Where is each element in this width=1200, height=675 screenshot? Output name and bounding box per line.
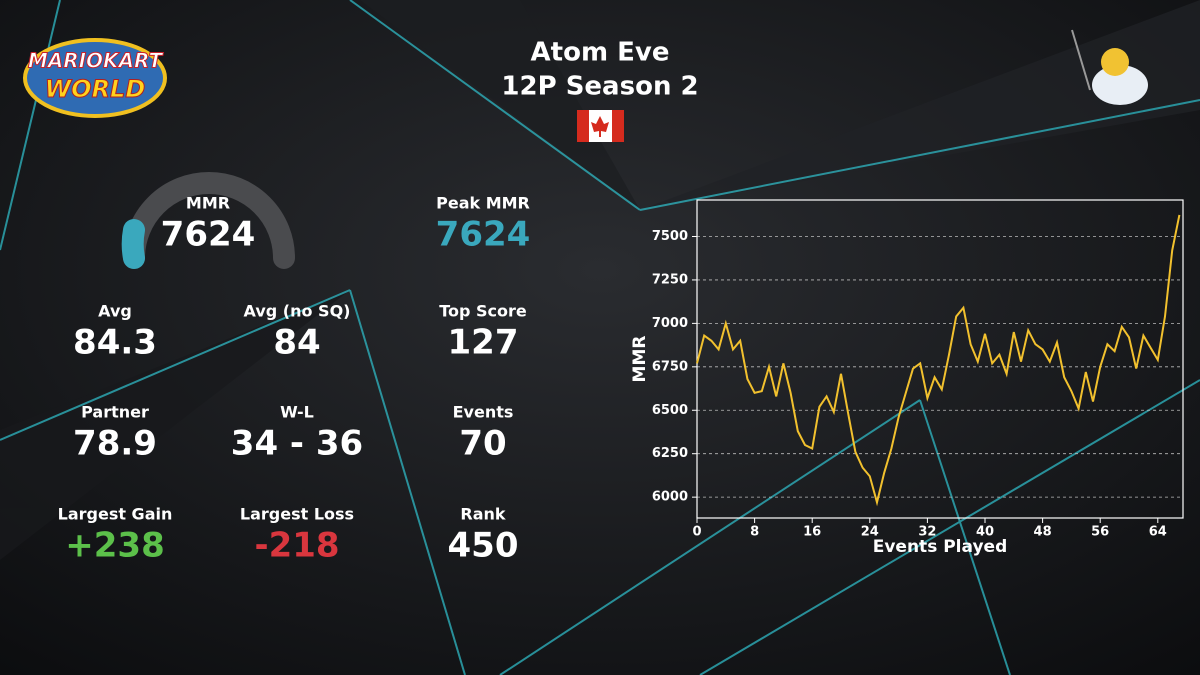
x-tick-label: 40	[976, 525, 994, 540]
y-tick-label: 6000	[652, 490, 688, 505]
player-name: Atom Eve	[531, 38, 670, 68]
stat-label: Rank	[460, 505, 506, 524]
gauge-fill	[121, 219, 145, 269]
y-tick-label: 6750	[652, 359, 688, 374]
stat-value: -218	[254, 526, 339, 566]
stat-value: 34 - 36	[231, 424, 363, 464]
x-tick-label: 16	[803, 525, 821, 540]
x-tick-label: 8	[750, 525, 759, 540]
y-tick-label: 7000	[652, 316, 688, 331]
plot-frame	[696, 199, 1184, 519]
stat-value: 78.9	[73, 424, 157, 464]
stat-label: Largest Loss	[240, 505, 354, 524]
stat-label: Largest Gain	[58, 505, 173, 524]
stat-label: Avg	[98, 302, 132, 321]
stat-label: Top Score	[439, 302, 527, 321]
gauge-label: MMR	[186, 194, 230, 213]
gauge: MMR 7624	[121, 172, 295, 269]
mascot	[1071, 29, 1148, 105]
stat-value: +238	[65, 526, 164, 566]
y-axis-label: MMR	[630, 336, 650, 383]
stat-value: 84.3	[73, 323, 157, 363]
logo-text: WORLD	[45, 75, 146, 103]
x-tick-label: 64	[1149, 525, 1167, 540]
y-tick-label: 7250	[652, 272, 688, 287]
stat-value: 7624	[436, 215, 531, 255]
x-tick-label: 56	[1091, 525, 1109, 540]
y-tick-label: 7500	[652, 229, 688, 244]
stat-value: 450	[448, 526, 519, 566]
stat-label: Peak MMR	[436, 194, 530, 213]
stat-value: 70	[459, 424, 506, 464]
x-tick-label: 0	[692, 525, 701, 540]
x-axis-label: Events Played	[873, 537, 1008, 557]
stat-label: Events	[453, 403, 514, 422]
flag	[577, 110, 624, 142]
stat-label: Avg (no SQ)	[244, 302, 351, 321]
stat-label: Partner	[81, 403, 149, 422]
x-tick-label: 32	[918, 525, 936, 540]
x-tick-label: 48	[1034, 525, 1052, 540]
logo: MARIOKART WORLD	[23, 38, 167, 118]
y-tick-label: 6250	[652, 446, 688, 461]
x-tick-label: 24	[861, 525, 879, 540]
stat-label: W-L	[280, 403, 314, 422]
y-tick-label: 6500	[652, 403, 688, 418]
line	[696, 214, 1181, 507]
logo-text: MARIOKART	[28, 49, 164, 73]
stat-value: 127	[448, 323, 519, 363]
logo-badge	[23, 38, 167, 118]
gauge-value: 7624	[161, 215, 256, 255]
stat-value: 84	[273, 323, 320, 363]
season: 12P Season 2	[501, 72, 698, 102]
